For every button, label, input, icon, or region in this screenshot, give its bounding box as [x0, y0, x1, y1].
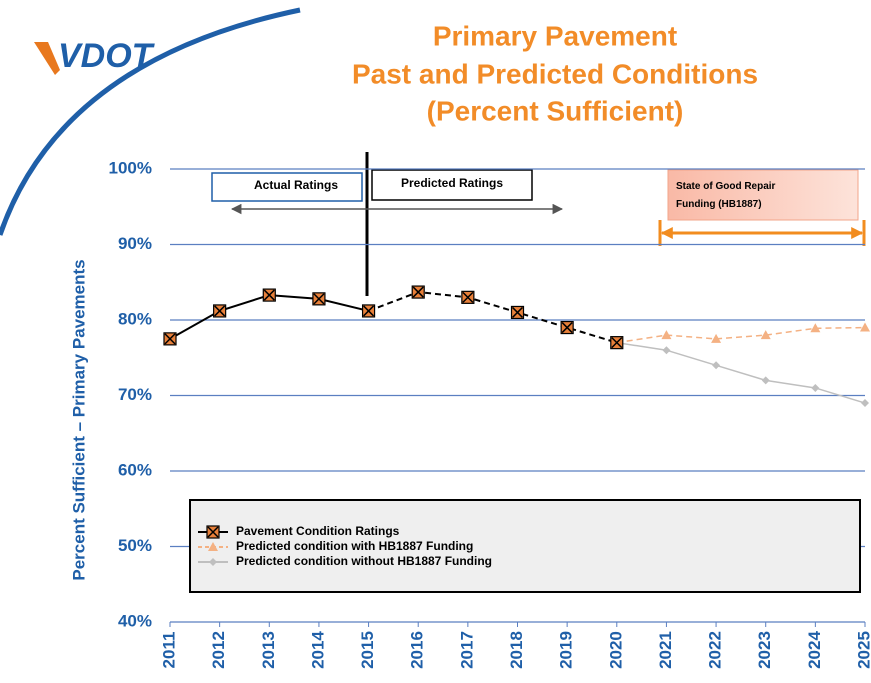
marker [209, 558, 217, 566]
y-axis-label: Percent Sufficient – Primary Pavements [69, 259, 88, 580]
annotation-box [667, 169, 859, 221]
x-tick-label: 2023 [755, 631, 774, 669]
marker-x [412, 286, 424, 298]
annotation-box [211, 172, 363, 202]
marker [560, 320, 574, 335]
marker [262, 288, 276, 302]
x-tick-label: 2022 [706, 631, 725, 669]
marker [761, 376, 770, 385]
legend-label: Predicted condition without HB1887 Fundi… [236, 554, 492, 568]
annotation-wrap: State of Good Repair Funding (HB1887) [676, 181, 776, 210]
x-tick-label: 2018 [507, 631, 526, 669]
x-tick-label: 2013 [259, 631, 278, 669]
marker [312, 292, 326, 306]
y-tick-label: 60% [118, 460, 152, 479]
y-tick-label: 40% [118, 611, 152, 630]
y-tick-label: 100% [109, 158, 152, 177]
annotation: State of Good Repair Funding (HB1887) [676, 181, 776, 210]
series-line [616, 341, 866, 404]
marker [712, 361, 721, 370]
marker [860, 322, 870, 332]
x-tick-label: 2017 [457, 631, 476, 669]
x-tick-label: 2025 [854, 631, 871, 669]
x-tick-label: 2015 [358, 631, 377, 669]
series-line [368, 291, 618, 344]
marker [811, 383, 820, 392]
x-tick-label: 2016 [408, 631, 427, 669]
x-tick-label: 2012 [209, 631, 228, 669]
marker [461, 290, 475, 304]
marker-x [561, 322, 573, 334]
marker-x [462, 291, 474, 303]
marker [662, 346, 671, 355]
legend-label: Predicted condition with HB1887 Funding [236, 539, 473, 553]
y-tick-label: 90% [118, 234, 152, 253]
marker [760, 330, 771, 340]
marker [208, 542, 218, 551]
chart-title: Primary Pavement [433, 20, 677, 51]
chart-title: (Percent Sufficient) [427, 95, 684, 126]
marker [810, 323, 821, 333]
marker [411, 285, 425, 299]
legend-label: Pavement Condition Ratings [236, 524, 400, 538]
marker [661, 330, 672, 340]
marker-x [214, 305, 226, 317]
legend [189, 499, 861, 593]
x-tick-label: 2019 [557, 631, 576, 669]
marker-x [611, 337, 623, 349]
annotation: Predicted Ratings [401, 176, 503, 190]
x-tick-label: 2011 [159, 632, 178, 669]
marker [213, 304, 227, 318]
logo: VDOT [58, 37, 156, 75]
marker-x [363, 305, 375, 317]
marker-x [263, 289, 275, 301]
marker [206, 525, 220, 539]
chart-title: Past and Predicted Conditions [352, 58, 758, 89]
marker [163, 332, 177, 346]
marker [861, 399, 869, 408]
marker-x [207, 526, 219, 538]
x-tick-label: 2024 [805, 631, 824, 669]
marker [361, 304, 376, 318]
logo-arc [0, 7, 301, 236]
logo-mark [34, 42, 60, 75]
marker [711, 333, 722, 343]
series-line [616, 326, 866, 344]
annotation-box [371, 169, 533, 201]
marker [510, 305, 525, 320]
y-tick-label: 50% [118, 536, 152, 555]
marker-x [511, 306, 524, 318]
x-tick-label: 2020 [606, 631, 625, 669]
x-tick-label: 2021 [656, 631, 675, 669]
marker-x [313, 293, 325, 305]
marker-x [164, 333, 176, 345]
annotation: Actual Ratings [254, 178, 338, 192]
marker [610, 336, 624, 350]
y-tick-label: 70% [118, 385, 152, 404]
x-tick-label: 2014 [308, 631, 327, 669]
y-tick-label: 80% [118, 309, 152, 328]
